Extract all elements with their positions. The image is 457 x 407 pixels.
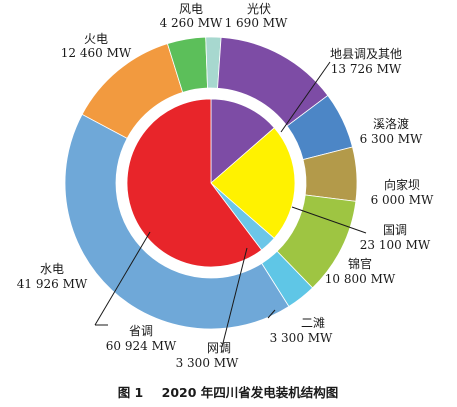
inner-slice-1 xyxy=(210,127,296,239)
label-fengdian-name: 风电 xyxy=(179,2,203,16)
inner-slice-3 xyxy=(126,98,263,268)
label-difang-value: 13 726 MW xyxy=(331,62,402,76)
leader-ertan xyxy=(267,309,276,319)
outer-slice-8 xyxy=(64,113,290,330)
label-xiluodu-value: 6 300 MW xyxy=(360,132,423,146)
label-guangfu-name: 光伏 xyxy=(247,2,271,16)
leader-guodiao xyxy=(291,206,367,234)
outer-ring xyxy=(64,36,358,330)
label-huodian-name: 火电 xyxy=(84,32,108,46)
label-huodian-value: 12 460 MW xyxy=(61,46,132,60)
label-jinguan-value: 10 800 MW xyxy=(325,272,396,286)
caption-prefix: 图 1 xyxy=(118,385,144,400)
label-guangfu-value: 1 690 MW xyxy=(225,16,288,30)
labels: 风电 4 260 MW 光伏 1 690 MW 火电 12 460 MW 地县调… xyxy=(17,2,434,370)
label-xiluodu-name: 溪洛渡 xyxy=(373,116,409,131)
label-xiangjiaba-value: 6 000 MW xyxy=(371,193,434,207)
caption-text: 2020 年四川省发电装机结构图 xyxy=(162,385,339,400)
label-shuidian-value: 41 926 MW xyxy=(17,277,88,291)
label-ertan-value: 3 300 MW xyxy=(270,331,333,345)
inner-pie xyxy=(126,98,296,268)
label-difang-name: 地县调及其他 xyxy=(330,47,402,61)
label-shuidian-name: 水电 xyxy=(40,262,64,276)
leader-wangdiao xyxy=(221,247,248,348)
label-xiangjiaba-name: 向家坝 xyxy=(384,177,420,192)
inner-slice-0 xyxy=(210,98,275,184)
leader-lines xyxy=(94,61,367,348)
leader-shengdiao xyxy=(94,231,151,326)
label-jinguan-name: 锦官 xyxy=(348,256,372,271)
label-wangdiao-name: 网调 xyxy=(207,341,231,355)
label-fengdian-value: 4 260 MW xyxy=(160,16,223,30)
leader-difang xyxy=(280,61,331,133)
label-wangdiao-value: 3 300 MW xyxy=(176,356,239,370)
label-ertan-name: 二滩 xyxy=(301,316,325,330)
label-guodiao-name: 国调 xyxy=(383,223,407,237)
label-shengdiao-value: 60 924 MW xyxy=(106,339,177,353)
label-shengdiao-name: 省调 xyxy=(129,324,153,338)
label-guodiao-value: 23 100 MW xyxy=(360,238,431,252)
figure-caption: 图 1 2020 年四川省发电装机结构图 xyxy=(118,385,339,400)
